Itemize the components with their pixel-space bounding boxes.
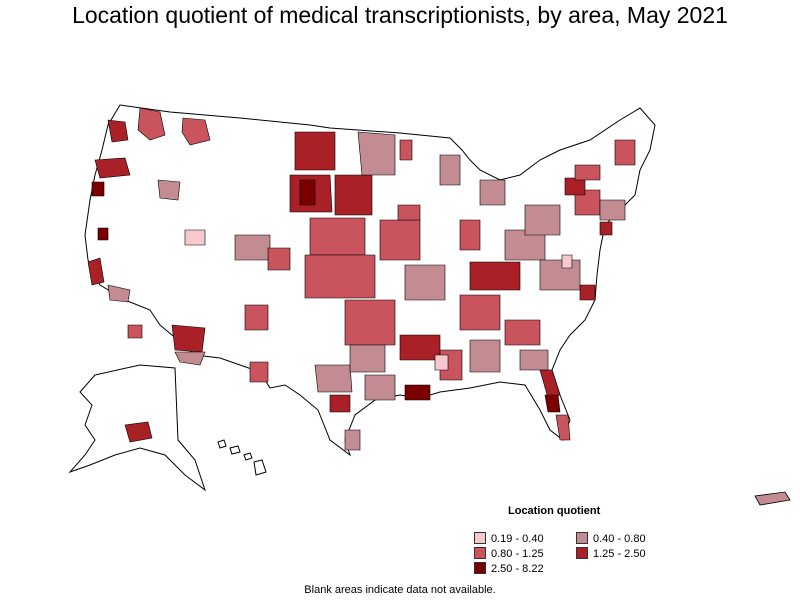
map-area — [524, 204, 561, 236]
map-area — [349, 344, 386, 373]
map-area — [364, 374, 396, 401]
map-area — [249, 361, 269, 383]
map-area — [181, 117, 211, 146]
map-area — [294, 131, 336, 171]
map-area — [234, 234, 271, 261]
map-area — [379, 219, 421, 261]
map-area — [267, 247, 291, 271]
map-area — [309, 217, 366, 256]
map-area — [574, 164, 601, 181]
legend-swatch — [576, 532, 588, 544]
map-area — [334, 174, 373, 216]
hawaii-outline — [217, 439, 267, 476]
map-area — [127, 324, 143, 339]
map-area — [91, 181, 105, 197]
map-area — [244, 304, 269, 331]
map-area — [561, 254, 573, 269]
map-area — [469, 261, 521, 291]
legend-swatch — [576, 547, 588, 559]
map-area — [555, 414, 571, 441]
map-area — [459, 219, 481, 251]
legend-swatch — [474, 547, 486, 559]
map-area — [399, 334, 441, 361]
map-area — [137, 107, 166, 141]
map-area — [174, 351, 206, 366]
map-area — [357, 131, 396, 176]
map-area — [184, 229, 206, 246]
map-area — [404, 264, 446, 301]
legend-item: 0.19 - 0.40 — [474, 532, 544, 545]
map-area — [304, 254, 376, 299]
map-area — [157, 179, 181, 201]
map-title: Location quotient of medical transcripti… — [72, 2, 728, 28]
map-area — [107, 119, 129, 143]
map-area — [344, 429, 361, 451]
map-area — [564, 177, 586, 196]
map-area — [94, 157, 131, 179]
map-areas — [87, 107, 636, 451]
map-area — [124, 421, 153, 443]
map-area — [107, 284, 131, 303]
map-area — [599, 199, 626, 221]
map-area — [479, 179, 506, 206]
map-area — [599, 221, 613, 236]
legend-item: 2.50 - 8.22 — [474, 562, 544, 575]
map-area — [344, 299, 396, 346]
legend-title: Location quotient — [508, 505, 601, 517]
map-area — [434, 354, 449, 371]
legend-item: 1.25 - 2.50 — [576, 547, 646, 560]
map-area — [519, 349, 549, 371]
map-area — [397, 204, 421, 221]
map-area — [579, 284, 596, 301]
puerto-rico-area — [754, 491, 791, 506]
map-area — [459, 294, 501, 331]
legend-swatch — [474, 562, 486, 574]
map-area — [87, 257, 105, 286]
legend-item: 0.80 - 1.25 — [474, 547, 544, 560]
map-area — [404, 384, 431, 401]
map-area — [329, 394, 351, 413]
map-area — [539, 259, 581, 291]
legend-swatch — [474, 532, 486, 544]
map-area — [314, 364, 353, 393]
map-area — [469, 339, 501, 373]
map-area — [399, 139, 413, 161]
map-area — [539, 369, 561, 399]
map-area — [299, 179, 316, 206]
map-area — [614, 139, 636, 166]
map-area — [504, 319, 541, 346]
map-area — [97, 227, 109, 241]
legend-item: 0.40 - 0.80 — [576, 532, 646, 545]
map-area — [439, 154, 461, 186]
map-area — [171, 324, 206, 353]
footnote: Blank areas indicate data not available. — [304, 584, 496, 596]
map-area — [544, 394, 561, 413]
